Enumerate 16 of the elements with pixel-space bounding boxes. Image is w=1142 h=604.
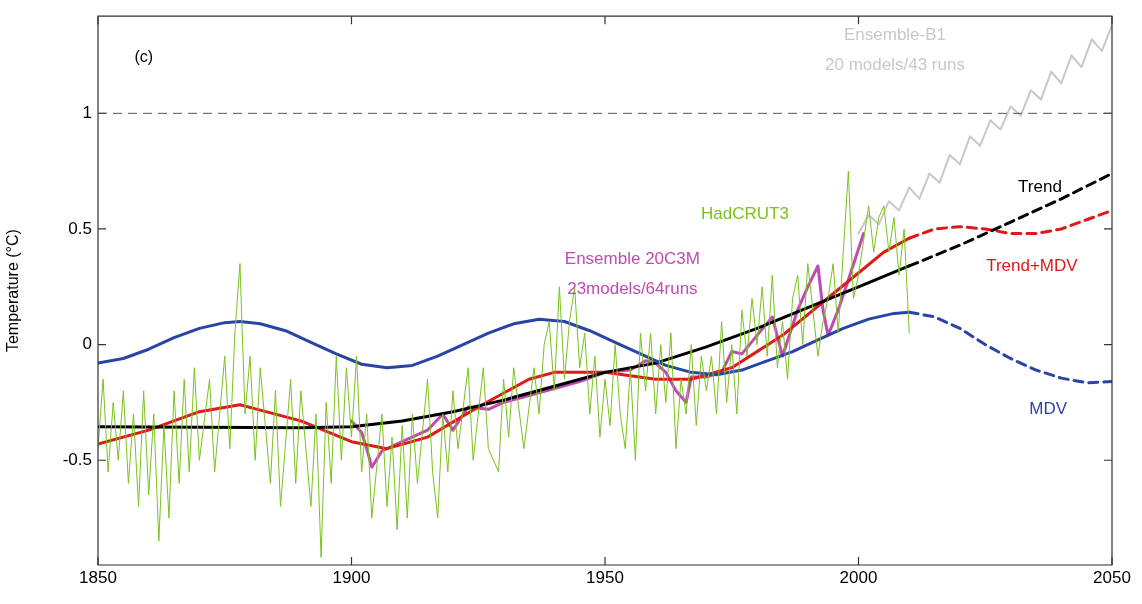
annotation: (c): [134, 47, 154, 65]
text: HadCRUT3: [701, 204, 789, 224]
series-label: Trend: [1018, 177, 1062, 197]
x-tick-label: 2000: [839, 567, 878, 587]
x-tick-label: 1850: [79, 567, 117, 587]
text: Ensemble 20C3M 23models/64runs: [564, 248, 700, 298]
series-label: Trend+MDV: [986, 256, 1079, 276]
y-tick-label: 0: [82, 334, 92, 354]
y-axis-title: Temperature (°C): [4, 229, 22, 353]
x-tick-label: 1900: [332, 567, 371, 587]
x-tick-label: 1950: [586, 567, 624, 587]
x-tick-label: 2050: [1093, 567, 1131, 587]
y-tick-label: 0.5: [68, 218, 92, 238]
y-tick-label: -0.5: [62, 449, 92, 469]
y-tick-label: 1: [82, 103, 92, 123]
series-label: MDV: [1029, 399, 1068, 419]
